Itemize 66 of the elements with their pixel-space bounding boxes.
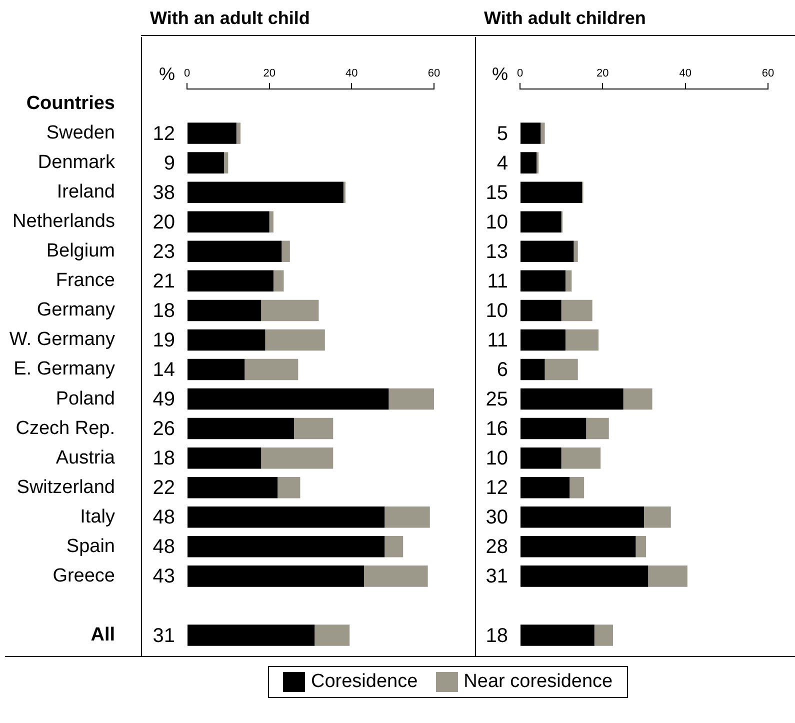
x-tick-label: 20 — [263, 67, 276, 80]
data-label: 6 — [496, 359, 508, 382]
data-label: 48 — [152, 506, 175, 529]
data-label: 4 — [496, 152, 508, 174]
data-label: 28 — [486, 536, 508, 558]
y-tick-label: Germany — [36, 300, 116, 321]
data-label: 18 — [152, 300, 175, 322]
data-label: 15 — [486, 182, 508, 204]
data-label: 31 — [486, 566, 508, 588]
data-label: 11 — [487, 270, 508, 292]
data-label: 9 — [164, 152, 175, 174]
data-label: 38 — [152, 182, 175, 204]
y-tick-label: Ireland — [56, 182, 115, 203]
y-tick-label: Czech Rep. — [16, 418, 115, 439]
y-tick-label: Poland — [56, 388, 115, 410]
legend-label: Near coresidence — [462, 671, 613, 693]
data-label: 12 — [486, 477, 508, 500]
data-label: 20 — [152, 211, 175, 234]
x-tick-label: 40 — [346, 67, 358, 80]
x-tick-label: 60 — [762, 67, 774, 80]
y-tick-label: France — [56, 270, 115, 292]
x-tick-label: 0 — [184, 67, 190, 80]
legend-label: Coresidence — [310, 671, 418, 693]
data-label: 5 — [496, 122, 508, 145]
data-label: 18 — [152, 448, 175, 470]
data-label: 25 — [486, 388, 508, 411]
y-tick-label: Netherlands — [12, 211, 115, 232]
data-label: 30 — [486, 506, 508, 529]
data-label: 12 — [152, 122, 175, 145]
y-tick-label: Spain — [66, 536, 115, 557]
data-label: 11 — [487, 329, 508, 352]
y-tick-label: Austria — [56, 447, 116, 468]
y-tick-label: Italy — [80, 506, 116, 528]
x-axis-title: % — [492, 64, 508, 84]
data-label: 31 — [152, 624, 175, 647]
y-tick-label: Denmark — [38, 152, 116, 174]
x-tick-label: 40 — [679, 67, 692, 80]
data-label: 18 — [486, 624, 508, 647]
x-axis-title: % — [158, 64, 175, 84]
x-tick-label: 60 — [428, 67, 440, 80]
data-label: 10 — [486, 211, 508, 234]
y-tick-label: W. Germany — [9, 329, 116, 350]
data-label: 22 — [152, 477, 175, 500]
data-label: 26 — [152, 418, 175, 440]
data-label: 21 — [152, 270, 175, 292]
data-label: 48 — [152, 536, 175, 558]
y-tick-label: Switzerland — [16, 476, 115, 498]
data-label: 14 — [152, 359, 175, 382]
data-label: 23 — [152, 240, 175, 263]
y-tick-label: E. Germany — [14, 358, 116, 380]
data-label: 16 — [486, 418, 508, 440]
y-tick-label: Belgium — [46, 240, 115, 262]
x-tick-label: 20 — [596, 67, 609, 80]
y-tick-label: All — [90, 624, 115, 646]
data-label: 13 — [486, 240, 508, 263]
y-tick-label: Sweden — [46, 122, 115, 144]
data-label: 43 — [152, 566, 175, 588]
x-tick-label: 0 — [516, 67, 524, 80]
data-label: 49 — [152, 388, 175, 411]
data-label: 10 — [486, 448, 508, 470]
data-label: 19 — [152, 329, 175, 352]
y-tick-label: Countries — [26, 93, 115, 114]
chart-title: With an adult child — [141, 0, 475, 36]
chart-title: With adult children — [475, 0, 795, 36]
y-tick-label: Greece — [52, 565, 115, 586]
data-label: 10 — [486, 300, 508, 322]
